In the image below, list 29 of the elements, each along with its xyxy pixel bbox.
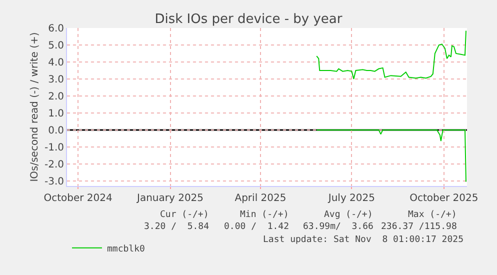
y-tick-label: -2.0 <box>44 159 64 170</box>
y-tick-label: 5.0 <box>48 40 64 52</box>
text: 63.99m/ 3.66 <box>303 222 374 232</box>
legend-label: mmcblk0 <box>107 244 145 254</box>
y-tick-label: 2.0 <box>48 91 64 102</box>
text: 0.00 / 1.42 <box>224 222 290 232</box>
text: 3.20 / 5.84 <box>144 222 210 232</box>
line-series <box>316 30 466 80</box>
text: Max (-/+) <box>408 210 457 220</box>
y-tick-label: 4.0 <box>48 57 64 68</box>
text: 236.37 /115.98 <box>381 222 457 232</box>
y-axis-title: IOs/second read (-) / write (+) <box>29 32 40 182</box>
text: Avg (-/+) <box>324 210 373 220</box>
text: Cur (-/+) <box>160 210 209 220</box>
text: Min (-/+) <box>240 210 289 220</box>
y-tick-label: 6.0 <box>48 24 64 34</box>
y-tick-label: -1.0 <box>44 142 64 154</box>
y-tick-label: -3.0 <box>44 176 64 188</box>
x-tick-label: October 2025 <box>410 193 478 204</box>
text: Last update: Sat Nov 8 01:00:17 2025 <box>263 235 464 245</box>
line-series <box>316 129 466 182</box>
x-tick-label: April 2025 <box>234 193 286 204</box>
y-tick-label: 3.0 <box>48 74 64 86</box>
x-tick-label: October 2024 <box>44 193 112 204</box>
x-tick-label: January 2025 <box>136 193 204 204</box>
y-tick-label: 1.0 <box>48 108 64 120</box>
y-tick-label: 0.0 <box>48 125 64 136</box>
chart-title: Disk IOs per device - by year <box>154 12 343 27</box>
x-tick-label: July 2025 <box>327 193 376 204</box>
